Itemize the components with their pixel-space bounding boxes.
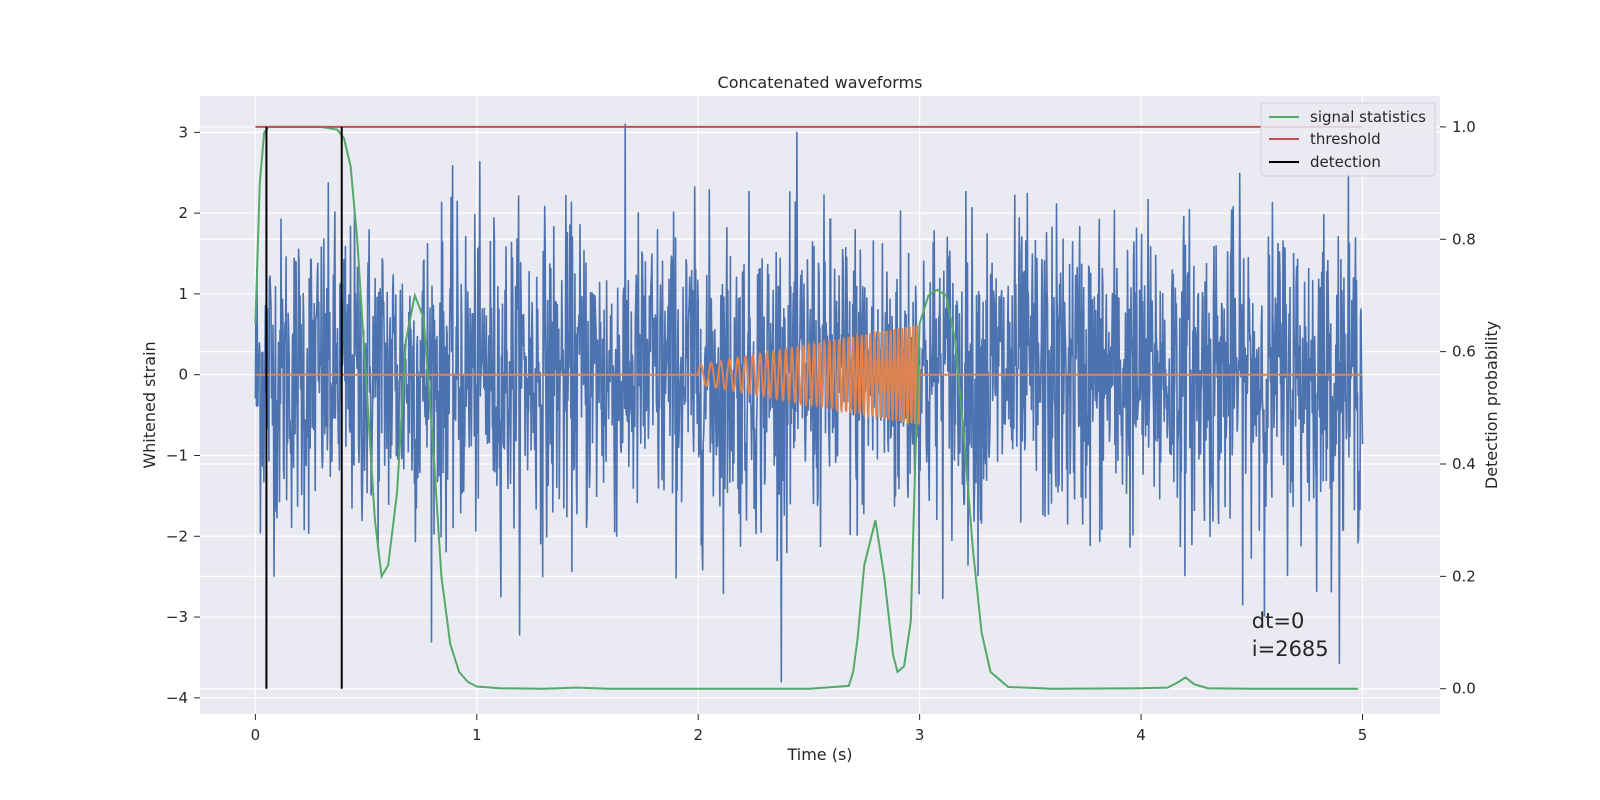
right-y-tick-label-5: 1.0 [1452,118,1476,136]
detection-lines [265,126,343,689]
y-tick-label-0: −4 [166,689,188,707]
legend: signal statistics threshold detection [1260,102,1436,177]
right-y-tick-label-1: 0.2 [1452,567,1476,585]
right-y-axis-label: Detection probability [1482,321,1501,489]
y-ticks: −4 −3 −2 −1 0 1 2 3 [166,123,200,707]
y-axis-label: Whitened strain [140,341,159,468]
y-tick-label-1: −3 [166,608,188,626]
signal-statistics-line [254,125,1359,690]
right-y-tick-label-3: 0.6 [1452,343,1476,361]
y-tick-label-2: −2 [166,527,188,545]
annotation-index: i=2685 [1252,637,1329,661]
x-tick-label-4: 4 [1136,726,1146,744]
right-y-ticks: 0.0 0.2 0.4 0.6 0.8 1.0 [1440,118,1476,698]
y-tick-label-6: 2 [178,204,188,222]
y-tick-label-5: 1 [178,285,188,303]
y-tick-label-4: 0 [178,366,188,384]
x-tick-label-5: 5 [1358,726,1368,744]
legend-label-detection: detection [1310,153,1381,171]
legend-box [1260,102,1436,177]
y-tick-label-7: 3 [178,123,188,141]
x-tick-label-0: 0 [251,726,261,744]
legend-label-signal-statistics: signal statistics [1310,108,1426,126]
right-y-tick-label-4: 0.8 [1452,230,1476,248]
x-axis-label: Time (s) [786,745,852,764]
right-y-tick-label-0: 0.0 [1452,680,1476,698]
annotation-dt: dt=0 [1252,609,1305,633]
right-y-tick-label-2: 0.4 [1452,455,1476,473]
x-tick-label-2: 2 [693,726,703,744]
template-series-line [255,325,1363,426]
x-ticks: 0 1 2 3 4 5 [251,714,1368,744]
y-tick-label-3: −1 [166,446,188,464]
legend-label-threshold: threshold [1310,130,1381,148]
x-tick-label-1: 1 [472,726,482,744]
chart-title: Concatenated waveforms [718,73,923,92]
x-tick-label-3: 3 [915,726,925,744]
